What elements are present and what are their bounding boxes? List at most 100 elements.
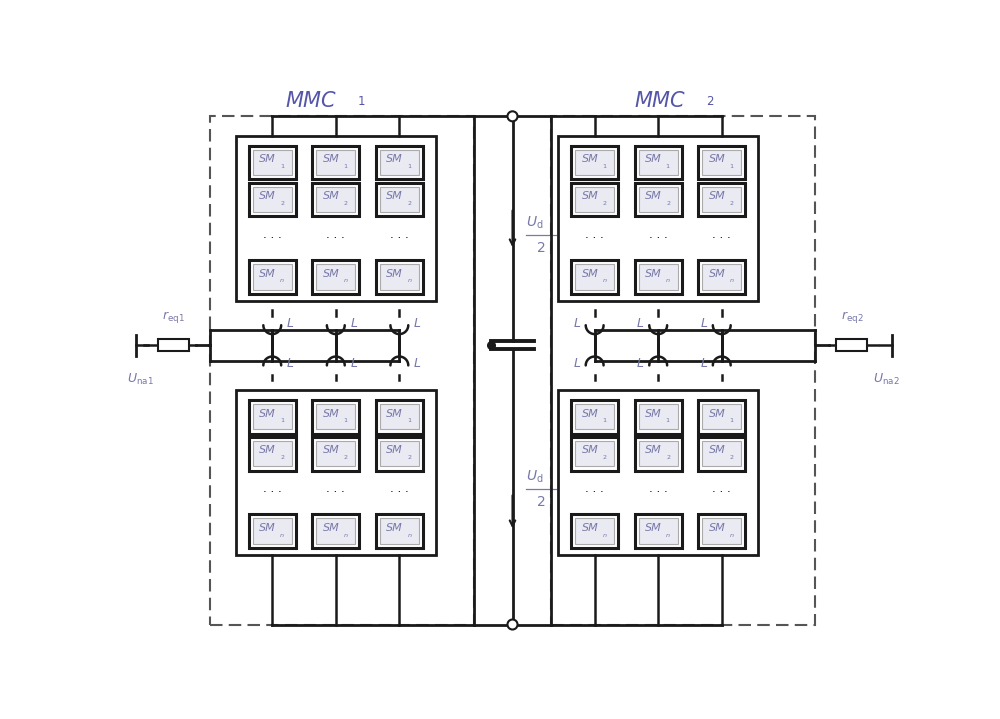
Bar bbox=[702, 441, 741, 467]
Text: 2: 2 bbox=[537, 241, 546, 255]
Text: $L$: $L$ bbox=[700, 357, 708, 370]
Text: $_{2}$: $_{2}$ bbox=[666, 453, 671, 462]
Text: $r_{\rm eq2}$: $r_{\rm eq2}$ bbox=[841, 308, 863, 324]
Text: $_{2}$: $_{2}$ bbox=[602, 199, 607, 208]
Bar bbox=[158, 339, 189, 352]
Text: $_{2}$: $_{2}$ bbox=[602, 453, 607, 462]
Text: $_{1}$: $_{1}$ bbox=[280, 416, 285, 425]
Text: $_{2}$: $_{2}$ bbox=[343, 199, 349, 208]
Text: SM: SM bbox=[582, 269, 598, 279]
Bar bbox=[698, 400, 745, 434]
Bar bbox=[702, 187, 741, 212]
Text: · · ·: · · · bbox=[585, 486, 604, 499]
Bar bbox=[316, 150, 355, 175]
Bar bbox=[316, 404, 355, 429]
Text: · · ·: · · · bbox=[263, 232, 282, 244]
Text: SM: SM bbox=[645, 155, 662, 165]
Text: SM: SM bbox=[323, 269, 340, 279]
Text: SM: SM bbox=[386, 269, 403, 279]
Text: $r_{\rm eq1}$: $r_{\rm eq1}$ bbox=[162, 308, 184, 324]
Circle shape bbox=[507, 620, 518, 630]
Text: · · ·: · · · bbox=[712, 486, 731, 499]
Bar bbox=[316, 518, 355, 544]
Text: $_1$: $_1$ bbox=[357, 91, 366, 109]
Text: SM: SM bbox=[323, 523, 340, 533]
Bar bbox=[639, 404, 678, 429]
Text: $_{2}$: $_{2}$ bbox=[280, 453, 285, 462]
Bar bbox=[639, 441, 678, 467]
Bar bbox=[316, 441, 355, 467]
Bar bbox=[376, 145, 423, 180]
Bar bbox=[376, 183, 423, 216]
Bar bbox=[635, 436, 682, 470]
Text: $_{n}$: $_{n}$ bbox=[602, 531, 608, 539]
Circle shape bbox=[507, 111, 518, 122]
Bar bbox=[249, 436, 296, 470]
Bar bbox=[380, 187, 419, 212]
Text: · · ·: · · · bbox=[326, 486, 345, 499]
Text: SM: SM bbox=[709, 155, 725, 165]
Text: SM: SM bbox=[645, 191, 662, 201]
Bar bbox=[639, 265, 678, 290]
Bar bbox=[575, 441, 614, 467]
Text: $U_{\rm na2}$: $U_{\rm na2}$ bbox=[873, 372, 899, 388]
Text: $L$: $L$ bbox=[413, 357, 421, 370]
Text: $_{n}$: $_{n}$ bbox=[279, 531, 285, 539]
Text: $_{2}$: $_{2}$ bbox=[407, 199, 412, 208]
Bar bbox=[249, 260, 296, 294]
Text: $U_{\rm d}$: $U_{\rm d}$ bbox=[526, 469, 544, 485]
Bar bbox=[698, 145, 745, 180]
Text: $_{1}$: $_{1}$ bbox=[665, 162, 671, 171]
Bar bbox=[312, 436, 359, 470]
Bar bbox=[571, 183, 618, 216]
Bar bbox=[635, 183, 682, 216]
Text: SM: SM bbox=[323, 408, 340, 418]
Bar bbox=[253, 518, 292, 544]
Bar bbox=[312, 183, 359, 216]
Bar bbox=[249, 145, 296, 180]
Text: $_{n}$: $_{n}$ bbox=[665, 276, 671, 285]
Bar bbox=[698, 436, 745, 470]
Text: SM: SM bbox=[582, 191, 598, 201]
Text: $_{n}$: $_{n}$ bbox=[729, 276, 735, 285]
Bar bbox=[376, 260, 423, 294]
Bar bbox=[249, 400, 296, 434]
Text: $_{1}$: $_{1}$ bbox=[602, 416, 608, 425]
Text: $L$: $L$ bbox=[286, 317, 294, 330]
Bar bbox=[836, 339, 867, 352]
Text: $_{1}$: $_{1}$ bbox=[729, 162, 735, 171]
Bar bbox=[380, 518, 419, 544]
Bar bbox=[253, 404, 292, 429]
Bar bbox=[551, 116, 815, 625]
Bar bbox=[253, 150, 292, 175]
Text: $L$: $L$ bbox=[573, 357, 581, 370]
Bar bbox=[698, 183, 745, 216]
Text: $_{2}$: $_{2}$ bbox=[666, 199, 671, 208]
Text: SM: SM bbox=[323, 155, 340, 165]
Text: $_{1}$: $_{1}$ bbox=[602, 162, 608, 171]
Bar bbox=[376, 436, 423, 470]
Text: $_{2}$: $_{2}$ bbox=[729, 453, 735, 462]
Text: $_{1}$: $_{1}$ bbox=[729, 416, 735, 425]
Text: · · ·: · · · bbox=[390, 232, 409, 244]
Text: SM: SM bbox=[709, 523, 725, 533]
Bar bbox=[312, 145, 359, 180]
Text: $_{n}$: $_{n}$ bbox=[343, 276, 349, 285]
Bar bbox=[702, 404, 741, 429]
Bar bbox=[236, 136, 436, 301]
Text: SM: SM bbox=[386, 155, 403, 165]
Text: SM: SM bbox=[582, 523, 598, 533]
Bar bbox=[698, 514, 745, 548]
Bar bbox=[702, 518, 741, 544]
Text: SM: SM bbox=[709, 446, 725, 456]
Text: SM: SM bbox=[645, 269, 662, 279]
Bar bbox=[702, 150, 741, 175]
Text: SM: SM bbox=[259, 191, 276, 201]
Text: SM: SM bbox=[259, 446, 276, 456]
Text: SM: SM bbox=[709, 269, 725, 279]
Bar bbox=[558, 136, 758, 301]
Bar bbox=[575, 518, 614, 544]
Bar bbox=[571, 514, 618, 548]
Text: $_2$: $_2$ bbox=[706, 91, 714, 109]
Text: $_{n}$: $_{n}$ bbox=[729, 531, 735, 539]
